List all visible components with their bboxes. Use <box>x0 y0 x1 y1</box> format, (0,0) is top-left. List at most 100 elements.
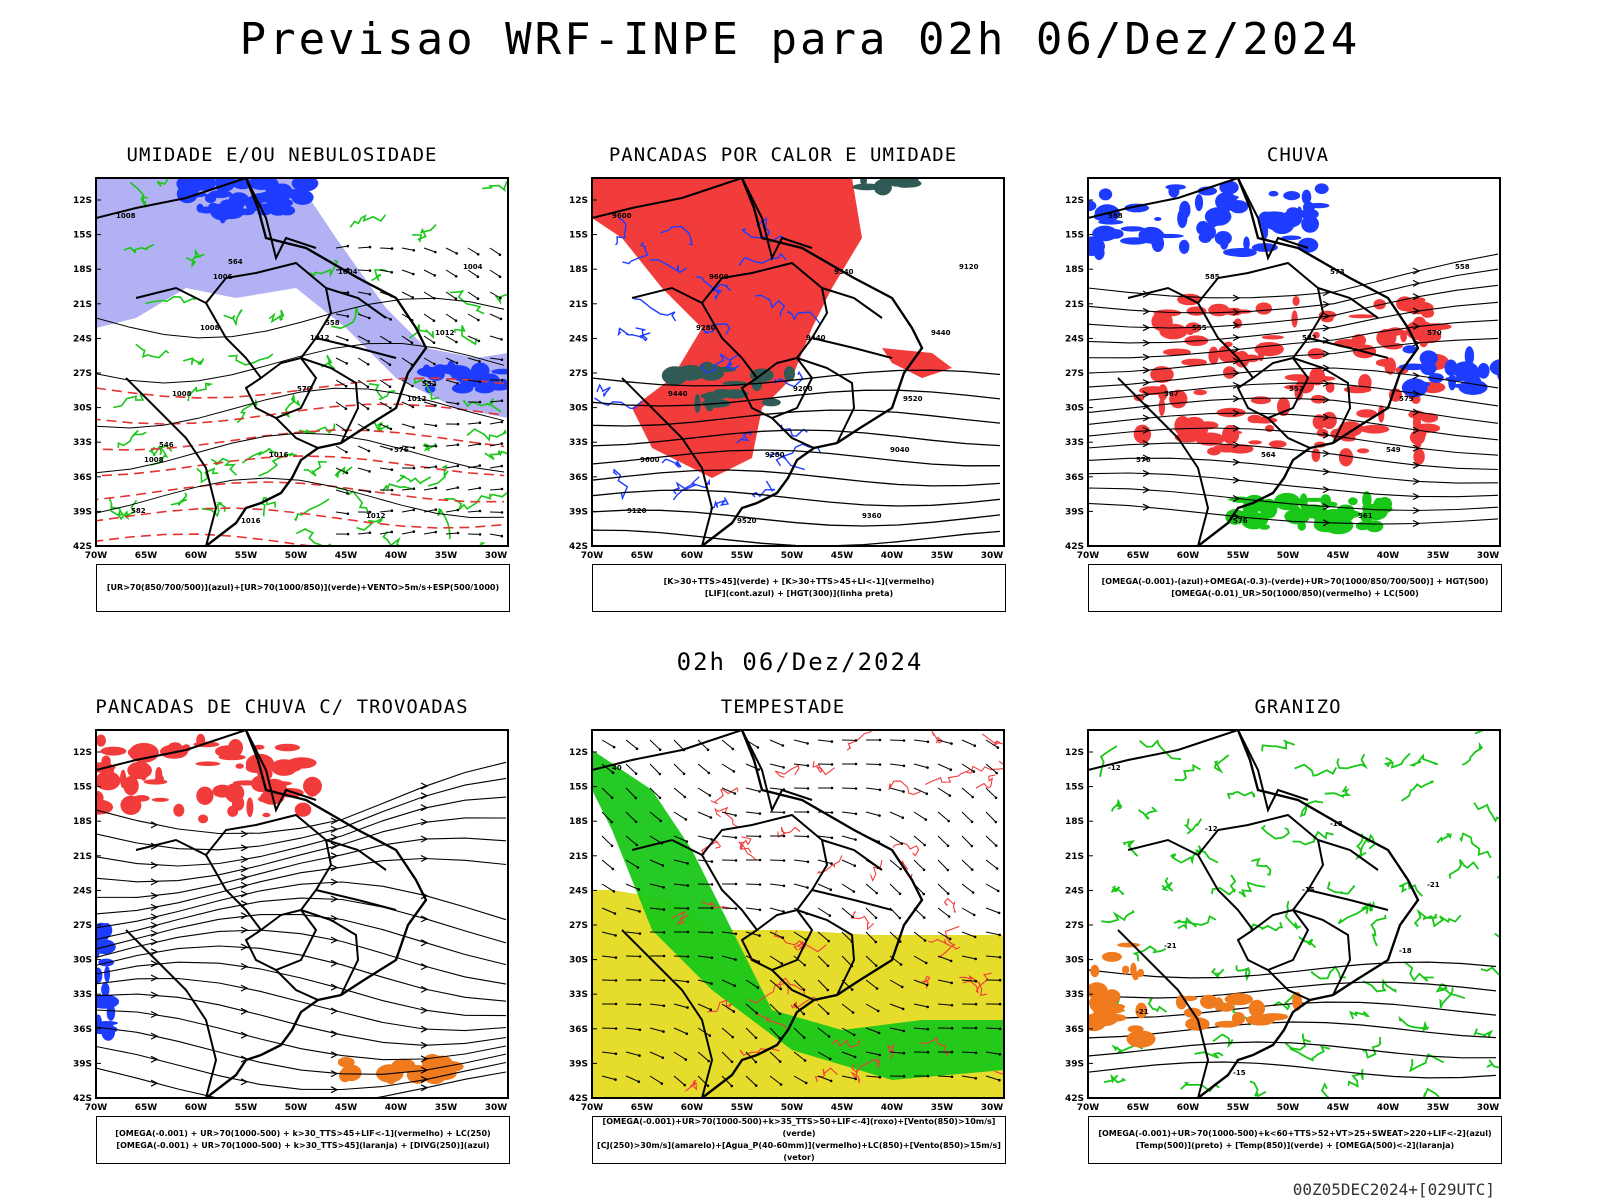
lat-tick-label: 18S <box>569 265 588 275</box>
lat-tick-label: 36S <box>73 1025 92 1035</box>
lat-tick-label: 15S <box>569 231 588 241</box>
contour-label: -21 <box>1164 942 1177 950</box>
map-pancadas: 9600 9600 9440 9520 9600 9520 9340 9440 9440 9280… <box>569 177 1005 561</box>
lat-tick-label: 30S <box>569 404 588 414</box>
legend-line: [K>30+TTS>45](verde) + [K>30+TTS>45+LI<-… <box>663 577 935 586</box>
contour-label: 1008 <box>144 456 164 464</box>
contour-label: 9600 <box>612 212 632 220</box>
legend-chuva: [OMEGA(-0.001)-(azul)+OMEGA(-0.3)-(verde… <box>1088 564 1502 612</box>
lon-tick-label: 45W <box>1327 1103 1350 1113</box>
lat-tick-label: 39S <box>1065 507 1084 517</box>
contour-label: 552 <box>1289 385 1304 393</box>
contour-label: 576 <box>1233 517 1248 525</box>
lon-tick-label: 40W <box>385 551 408 561</box>
valid-time-title: 02h 06/Dez/2024 <box>676 648 924 676</box>
omega-blue-east <box>1398 345 1500 398</box>
lat-tick-label: 21S <box>569 300 588 310</box>
contour-label: 579 <box>1399 395 1414 403</box>
contour-label: 552 <box>422 380 437 388</box>
lat-tick-label: 24S <box>1065 886 1084 896</box>
lon-tick-label: 50W <box>781 551 804 561</box>
lat-tick-label: 27S <box>73 921 92 931</box>
lon-tick-label: 70W <box>581 1103 604 1113</box>
lat-tick-label: 36S <box>1065 473 1084 483</box>
lat-tick-label: 30S <box>73 956 92 966</box>
contour-label: -18 <box>1330 820 1343 828</box>
panel-title-pancadas: PANCADAS POR CALOR E UMIDADE <box>608 144 958 166</box>
contour-label: 561 <box>1358 512 1373 520</box>
contour-label: 1008 <box>172 390 192 398</box>
lat-tick-label: 21S <box>1065 300 1084 310</box>
lon-tick-label: 65W <box>135 1103 158 1113</box>
lat-tick-label: 15S <box>73 231 92 241</box>
contour-label: 576 <box>1136 456 1151 464</box>
lat-tick-label: 30S <box>1065 404 1084 414</box>
legend-umidade: [UR>70(850/700/500)](azul)+[UR>70(1000/8… <box>96 564 510 612</box>
contour-label: -21 <box>1427 881 1440 889</box>
lon-tick-label: 70W <box>1077 1103 1100 1113</box>
lon-tick-label: 50W <box>285 551 308 561</box>
contour-label: 9440 <box>931 329 951 337</box>
lon-tick-label: 45W <box>831 1103 854 1113</box>
contour-label: 1012 <box>366 512 386 520</box>
contour-label: 567 <box>1164 390 1179 398</box>
instability-green-north <box>852 178 922 196</box>
contour-label: 9040 <box>890 446 910 454</box>
hgt500-contours <box>1088 253 1499 528</box>
contour-label: 9280 <box>696 324 716 332</box>
lon-tick-label: 30W <box>981 551 1004 561</box>
lon-tick-label: 45W <box>335 551 358 561</box>
panel-title-tempestade: TEMPESTADE <box>720 696 846 718</box>
lon-tick-label: 35W <box>435 1103 458 1113</box>
legend-line: [OMEGA(-0.001)+UR>70(1000-500)+k<60+TTS>… <box>1098 1129 1492 1138</box>
contour-label: -21 <box>1136 1008 1149 1016</box>
contour-label: 564 <box>228 258 243 266</box>
contour-label: 9600 <box>709 273 729 281</box>
lat-tick-label: 36S <box>1065 1025 1084 1035</box>
lon-tick-label: 45W <box>831 551 854 561</box>
lon-tick-label: 45W <box>335 1103 358 1113</box>
contour-label: 9520 <box>903 395 923 403</box>
contour-label: 1012 <box>435 329 455 337</box>
lon-tick-label: 55W <box>235 551 258 561</box>
lat-tick-label: 30S <box>1065 956 1084 966</box>
lat-tick-label: 18S <box>73 265 92 275</box>
lat-tick-label: 42S <box>1065 542 1084 552</box>
legend-line: [Temp(500)](preto) + [Temp(850)](verde) … <box>1135 1141 1455 1150</box>
contour-label: 9120 <box>959 263 979 271</box>
omega500-orange-mid <box>1175 991 1302 1031</box>
lat-tick-label: 12S <box>569 196 588 206</box>
contour-label: 9520 <box>737 517 757 525</box>
contour-label: 1004 <box>463 263 483 271</box>
lat-tick-label: 18S <box>1065 265 1084 275</box>
lon-tick-label: 30W <box>1477 551 1500 561</box>
pressure-isobars <box>96 297 505 519</box>
map-granizo: -12 -12 -15 -18 -21 -15 -18 -21 -21 12S 15S 18S 21S 2… <box>1065 729 1501 1113</box>
lat-tick-label: 33S <box>73 990 92 1000</box>
lat-tick-label: 15S <box>1065 783 1084 793</box>
lat-tick-label: 12S <box>1065 196 1084 206</box>
wind-vectors <box>335 244 504 538</box>
lon-tick-label: 35W <box>1427 1103 1450 1113</box>
convective-instability-red <box>592 178 862 478</box>
lat-tick-label: 21S <box>569 852 588 862</box>
lat-tick-label: 18S <box>569 817 588 827</box>
lat-tick-label: 36S <box>569 1025 588 1035</box>
lon-tick-label: 65W <box>631 1103 654 1113</box>
contour-label: 1012 <box>310 334 330 342</box>
legend-line: [CJ(250)>30m/s](amarelo)+[Agua_P(40-60mm… <box>597 1141 1001 1162</box>
contour-label: 40 <box>612 764 622 772</box>
contour-label: 549 <box>1386 446 1401 454</box>
contour-label: 1016 <box>269 451 289 459</box>
wind-850-green <box>592 750 1004 1080</box>
contour-label: 9280 <box>765 451 785 459</box>
lat-tick-label: 12S <box>73 748 92 758</box>
lon-tick-label: 40W <box>385 1103 408 1113</box>
contour-label: 9120 <box>627 507 647 515</box>
lon-tick-label: 60W <box>681 551 704 561</box>
contour-label: 546 <box>159 441 174 449</box>
contour-label: -12 <box>1205 825 1218 833</box>
lat-tick-label: 15S <box>1065 231 1084 241</box>
lon-tick-label: 60W <box>681 1103 704 1113</box>
